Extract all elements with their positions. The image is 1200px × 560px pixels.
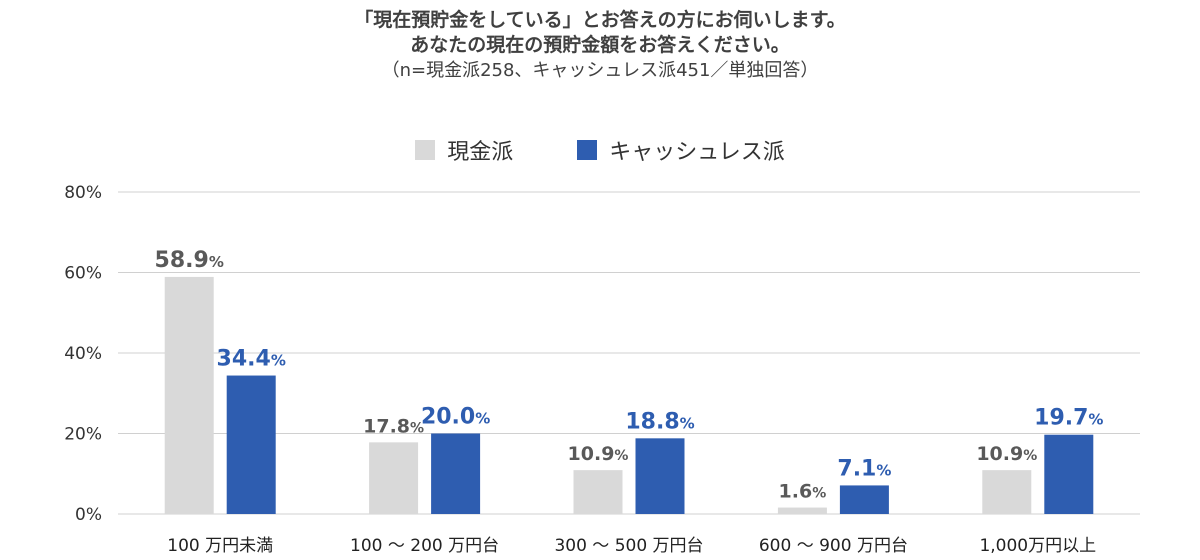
- legend-item-cashless: キャッシュレス派: [577, 134, 785, 166]
- bar: [164, 276, 214, 514]
- data-label: 20.0%: [421, 405, 490, 430]
- bar: [573, 470, 623, 514]
- data-label: 34.4%: [217, 347, 286, 372]
- legend-swatch-cash: [415, 140, 436, 160]
- bar: [226, 375, 276, 514]
- data-label: 18.8%: [625, 409, 694, 434]
- chart-title-block: 「現在預貯金をしている」とお答えの方にお伺いします。 あなたの現在の預貯金額をお…: [0, 8, 1200, 83]
- legend-label-cashless: キャッシュレス派: [609, 140, 785, 165]
- bar: [1044, 434, 1094, 514]
- chart-title-line-2: あなたの現在の預貯金額をお答えください。: [410, 34, 790, 56]
- bar: [369, 442, 419, 514]
- bar: [431, 433, 481, 514]
- bar: [635, 438, 685, 514]
- legend-swatch-cashless: [577, 140, 598, 160]
- data-label: 10.9%: [976, 443, 1037, 465]
- legend-label-cash: 現金派: [447, 140, 514, 165]
- legend-item-cash: 現金派: [415, 134, 513, 166]
- chart-subtitle: （n=現金派258、キャッシュレス派451／単独回答）: [381, 60, 819, 81]
- bar: [982, 470, 1032, 514]
- y-tick-label: 80%: [64, 183, 102, 203]
- x-tick-label: 300 ～ 500 万円台: [554, 536, 703, 556]
- y-tick-label: 40%: [64, 344, 102, 364]
- legend: 現金派 キャッシュレス派: [0, 134, 1200, 166]
- bar: [839, 485, 889, 514]
- data-label: 1.6%: [779, 481, 827, 503]
- x-tick-label: 100 ～ 200 万円台: [350, 536, 499, 556]
- data-label: 10.9%: [568, 443, 629, 465]
- x-tick-label: 100 万円未満: [167, 536, 273, 556]
- chart-title-line-1: 「現在預貯金をしている」とお答えの方にお伺いします。: [354, 9, 846, 31]
- y-tick-label: 20%: [64, 425, 102, 445]
- data-label: 58.9%: [155, 248, 224, 273]
- data-label: 19.7%: [1034, 406, 1103, 431]
- y-tick-label: 60%: [64, 264, 102, 284]
- x-tick-label: 600 ～ 900 万円台: [759, 536, 908, 556]
- data-label: 17.8%: [363, 415, 424, 437]
- data-label: 7.1%: [837, 456, 891, 481]
- x-tick-label: 1,000万円以上: [979, 536, 1096, 556]
- y-tick-label: 0%: [75, 505, 102, 525]
- bar: [777, 507, 827, 514]
